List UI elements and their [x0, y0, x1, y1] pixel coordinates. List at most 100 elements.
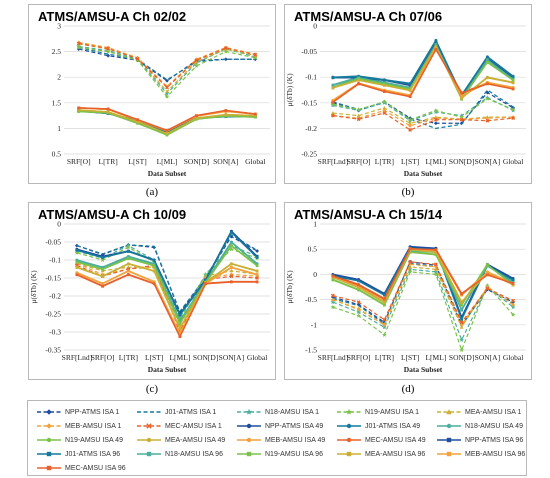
series-line: [332, 91, 514, 124]
y-tick-label: -0.25: [301, 150, 317, 159]
series-line: [332, 46, 514, 99]
legend-label: N19-AMSU ISA 49: [65, 436, 123, 444]
data-point: [194, 59, 199, 64]
data-point: [75, 273, 79, 277]
panel-label-a: (a): [145, 186, 159, 198]
data-point: [126, 273, 130, 277]
data-point: [459, 347, 464, 352]
data-point: [434, 248, 438, 252]
x-tick-label: SON[D]: [449, 157, 474, 166]
data-point: [511, 282, 515, 285]
data-point: [126, 269, 130, 273]
y-tick-label: 1: [57, 124, 61, 133]
data-point: [165, 89, 169, 93]
y-axis-label: μ(δTb) (K): [29, 270, 38, 304]
x-tick-label: Global: [503, 353, 523, 362]
series-mec-amsu-isa-96: [331, 247, 515, 301]
legend-swatch: [137, 437, 161, 443]
legend-marker: [246, 437, 252, 443]
data-point: [75, 260, 79, 264]
data-point: [382, 301, 386, 305]
data-point: [255, 276, 260, 280]
data-point: [434, 253, 438, 257]
legend-marker: [246, 451, 252, 457]
x-tick-label: L[ML]: [425, 353, 446, 362]
data-point: [460, 317, 464, 321]
data-point: [229, 280, 233, 284]
data-point: [152, 264, 156, 268]
x-axis-label: Data Subset: [148, 169, 187, 178]
data-point: [459, 325, 464, 329]
legend-item: MEA-AMSU ISA 49: [136, 434, 225, 446]
data-point: [135, 56, 140, 61]
legend-label: N18-AMSU ISA 49: [465, 422, 523, 430]
y-tick-label: 2: [57, 73, 61, 82]
data-point: [74, 243, 79, 248]
data-point: [253, 52, 258, 57]
chart-svg: ATMS/AMSU-A Ch 07/06 -0.25 -0.2 -0.15 -0.1 -0…: [285, 9, 526, 178]
legend-item: NPP-ATMS ISA 1: [36, 406, 119, 418]
data-point: [485, 270, 489, 274]
data-point: [434, 43, 438, 46]
chart-svg: ATMS/AMSU-A Ch 02/02 0.5 1 1.5 2 2.5 3 SRF[O] L[…: [38, 9, 270, 178]
legend-swatch: [437, 423, 461, 429]
data-point: [511, 81, 515, 85]
data-point: [511, 278, 515, 282]
data-point: [510, 107, 516, 112]
data-point: [382, 111, 387, 115]
legend-item: MEA-AMSU ISA 1: [436, 406, 521, 418]
data-point: [330, 101, 336, 107]
data-point: [101, 267, 105, 271]
data-point: [164, 94, 170, 99]
data-point: [152, 258, 156, 262]
data-point: [510, 304, 516, 310]
chart-title: ATMS/AMSU-A Ch 07/06: [294, 9, 442, 24]
x-tick-label: SON[D]: [449, 353, 474, 362]
legend-marker: [345, 408, 353, 415]
data-point: [136, 118, 139, 122]
series-j01-atms-isa-96: [75, 230, 259, 317]
data-point: [126, 257, 130, 260]
legend-label: N19-AMSU ISA 96: [265, 450, 323, 458]
data-point: [224, 109, 228, 112]
data-point: [178, 332, 182, 336]
data-point: [382, 78, 386, 82]
series-line: [76, 263, 258, 330]
x-axis-label: Data Subset: [404, 169, 443, 178]
data-point: [459, 337, 464, 342]
x-tick-label: SRF[O]: [91, 353, 115, 362]
legend-label: NPP-ATMS ISA 49: [265, 422, 324, 430]
x-tick-label: Global: [503, 157, 523, 166]
series-line: [332, 40, 514, 96]
data-point: [253, 115, 257, 119]
data-point: [356, 107, 361, 112]
data-point: [485, 286, 490, 291]
legend-swatch: [337, 451, 361, 457]
legend-item: NPP-ATMS ISA 49: [236, 420, 323, 432]
data-point: [177, 310, 182, 315]
legend-label: MEC-AMSU ISA 96: [65, 464, 126, 472]
data-point: [126, 255, 130, 259]
legend-marker: [245, 408, 253, 415]
data-point: [229, 246, 234, 252]
panel-label-d: (d): [401, 383, 415, 395]
legend-swatch: [237, 423, 261, 429]
legend-item: MEB-AMSU ISA 1: [36, 420, 121, 432]
data-point: [152, 280, 156, 284]
x-tick-label: Global: [245, 157, 265, 166]
data-point: [178, 327, 182, 331]
data-point: [74, 250, 80, 255]
series-line: [332, 250, 514, 306]
data-point: [330, 299, 336, 305]
data-point: [459, 320, 464, 325]
data-point: [511, 87, 515, 91]
data-point: [229, 268, 234, 273]
series-n19-amsu-isa-1: [330, 96, 516, 122]
series-n19-amsu-isa-1: [76, 45, 258, 99]
data-point: [511, 78, 515, 82]
data-point: [460, 308, 464, 312]
data-point: [255, 280, 259, 284]
legend-label: MEA-AMSU ISA 49: [165, 436, 226, 444]
series-line: [332, 112, 514, 131]
legend-swatch: [237, 451, 261, 457]
